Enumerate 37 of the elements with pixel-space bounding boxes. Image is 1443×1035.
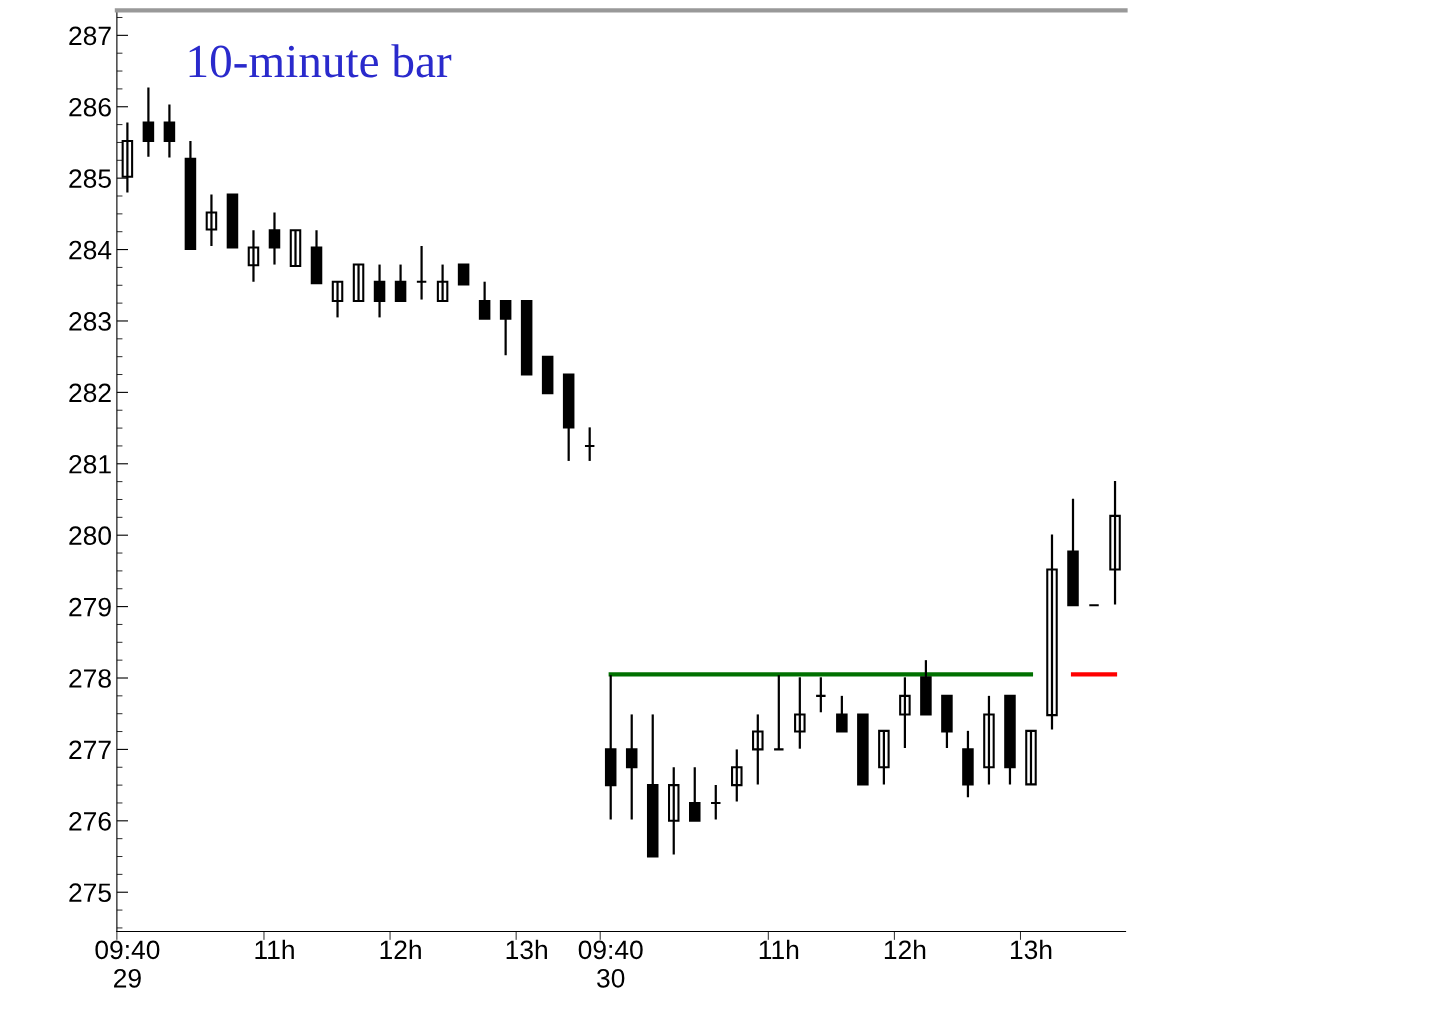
y-tick-label: 286 — [69, 97, 111, 117]
candlestick — [710, 784, 722, 821]
candlestick — [1025, 729, 1037, 786]
x-tick-label: 11h — [255, 939, 294, 959]
candlestick — [857, 713, 869, 786]
x-tick-label: 11h — [759, 939, 799, 959]
candlestick — [352, 263, 365, 303]
candlestick — [226, 193, 239, 249]
y-tick-label: 283 — [69, 312, 111, 331]
y-tick-label: 282 — [69, 383, 111, 403]
candlestick — [836, 694, 848, 733]
y-tick-label: 280 — [69, 526, 111, 546]
annotation: 10-minute bar — [189, 44, 452, 78]
y-tick-label: 285 — [69, 169, 111, 188]
candlestick — [520, 299, 533, 376]
candlestick — [794, 676, 806, 750]
candlestick — [415, 244, 428, 301]
candlestick — [541, 355, 554, 395]
y-tick-label: 276 — [69, 811, 111, 831]
candlestick — [815, 676, 827, 714]
y-tick-label: 277 — [69, 740, 111, 759]
y-tick-label: 281 — [69, 454, 111, 474]
y-tick-label: 287 — [69, 26, 111, 46]
y-tick-label: 278 — [69, 669, 111, 688]
x-tick-label: 12h — [380, 939, 421, 959]
candlestick — [289, 229, 302, 268]
y-tick-label: 275 — [69, 883, 111, 903]
candlestick — [457, 263, 470, 286]
candlestick — [583, 426, 596, 463]
x-tick-label: 13h — [506, 939, 547, 960]
x-tick-label: 09:40 29 — [95, 940, 160, 988]
y-tick-label: 284 — [69, 240, 112, 260]
x-tick-label: 13h — [1010, 939, 1052, 960]
x-tick-label: 12h — [884, 939, 926, 959]
y-tick-label: 279 — [69, 597, 111, 617]
candlestick — [773, 674, 785, 751]
x-tick-label: 09:40 30 — [578, 940, 643, 988]
